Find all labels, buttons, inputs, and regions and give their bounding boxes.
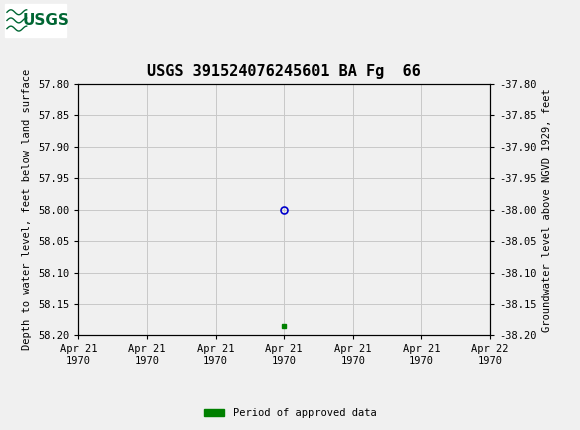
- Y-axis label: Groundwater level above NGVD 1929, feet: Groundwater level above NGVD 1929, feet: [542, 88, 552, 332]
- FancyBboxPatch shape: [5, 4, 66, 37]
- Y-axis label: Depth to water level, feet below land surface: Depth to water level, feet below land su…: [23, 69, 32, 350]
- Legend: Period of approved data: Period of approved data: [200, 404, 380, 423]
- Title: USGS 391524076245601 BA Fg  66: USGS 391524076245601 BA Fg 66: [147, 64, 421, 79]
- Text: USGS: USGS: [23, 13, 70, 28]
